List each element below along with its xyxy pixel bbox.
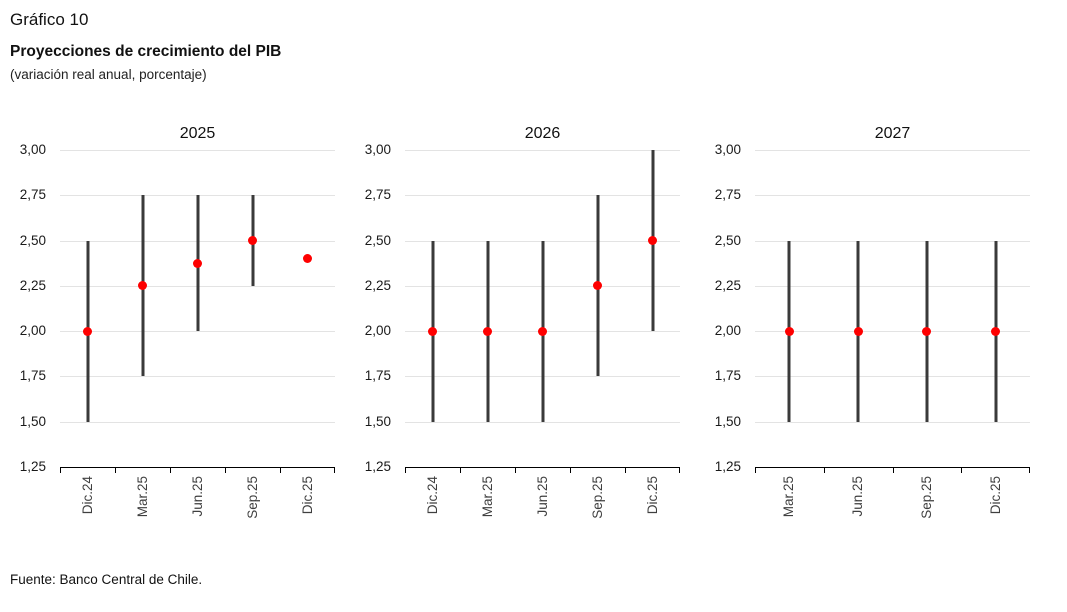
y-tick-label: 1,75: [19, 368, 46, 384]
projection-point-dot: [853, 326, 863, 336]
plot-area: Dic.24 Mar.25 Jun.25 Sep.25 Dic.25: [405, 150, 680, 519]
y-tick-label: 1,50: [714, 413, 741, 429]
y-tick-label: 2,25: [364, 277, 391, 293]
projection-point-dot: [991, 326, 1001, 336]
projection-point-dot: [784, 326, 794, 336]
y-tick-label: 2,75: [364, 187, 391, 203]
figure-number-label: Gráfico 10: [10, 10, 89, 29]
x-tick-label: Dic.25: [987, 476, 1003, 515]
y-tick-label: 2,00: [714, 323, 741, 339]
x-tick-label: Mar.25: [781, 476, 797, 518]
chart-header: Gráfico 10 Proyecciones de crecimiento d…: [10, 10, 281, 82]
axis-tick: [570, 467, 571, 473]
x-tick-label: Jun.25: [189, 476, 205, 517]
x-tick-label: Sep.25: [918, 476, 934, 519]
gridline: [60, 376, 335, 378]
y-tick-label: 3,00: [19, 142, 46, 157]
x-tick-label: Mar.25: [479, 476, 495, 518]
axis-tick: [625, 467, 626, 473]
axis-tick: [755, 467, 756, 473]
y-tick-label: 2,75: [19, 187, 46, 203]
axis-tick: [892, 467, 894, 473]
axis-tick: [115, 467, 116, 473]
axis-tick: [280, 467, 281, 473]
x-tick-label: Dic.24: [79, 476, 95, 515]
projection-point-dot: [593, 281, 602, 291]
y-tick-label: 2,25: [714, 277, 741, 293]
axis-tick: [60, 467, 61, 473]
axis-tick: [679, 467, 680, 473]
projection-point-dot: [538, 326, 547, 336]
y-tick-label: 1,25: [364, 459, 391, 474]
projection-point-dot: [428, 326, 437, 336]
y-tick-label: 3,00: [364, 142, 391, 157]
x-tick-label: Dic.25: [644, 476, 660, 515]
panel-title: 2025: [179, 125, 216, 142]
y-tick-label: 2,50: [19, 232, 46, 248]
y-tick-label: 2,75: [714, 187, 741, 203]
projection-point-dot: [138, 281, 147, 291]
y-tick-label: 1,25: [714, 459, 741, 474]
gridline: [755, 376, 1030, 378]
gridline: [755, 331, 1030, 333]
gridline: [755, 285, 1030, 287]
axis-tick: [170, 467, 171, 473]
projection-point-dot: [248, 236, 257, 246]
axis-tick: [405, 467, 406, 473]
axis-tick: [515, 467, 516, 473]
gridline: [405, 150, 680, 151]
gridline: [405, 195, 680, 197]
chart-subtitle: (variación real anual, porcentaje): [10, 67, 207, 82]
plot-area: Mar.25 Jun.25 Sep.25 Dic.25: [755, 150, 1030, 519]
y-tick-label: 2,50: [714, 232, 741, 248]
panel-title: 2027: [874, 125, 911, 142]
projection-point-dot: [303, 254, 312, 264]
axis-tick: [225, 467, 226, 473]
chart-panel-2025: 2025 3,00 2,75 2,50 2,25 2,00 1,75 1,50 1,25 Dic.…: [10, 125, 335, 555]
y-tick-label: 1,75: [364, 368, 391, 384]
y-tick-label: 2,25: [19, 277, 46, 293]
gridline: [755, 150, 1030, 151]
gridline: [755, 240, 1030, 242]
axis-tick: [823, 467, 825, 473]
y-tick-label: 1,50: [19, 413, 46, 429]
axis-tick: [334, 467, 335, 473]
y-tick-label: 3,00: [714, 142, 741, 157]
axis-tick: [460, 467, 461, 473]
y-tick-label: 1,50: [364, 413, 391, 429]
gridline: [405, 421, 680, 423]
x-tick-label: Dic.24: [424, 476, 440, 515]
x-tick-label: Mar.25: [134, 476, 150, 518]
gridline: [755, 421, 1030, 423]
chart-panel-2026: 2026 3,00 2,75 2,50 2,25 2,00 1,75 1,50 1,25 Dic.…: [345, 125, 680, 555]
gridline: [60, 421, 335, 423]
projection-point-dot: [922, 326, 932, 336]
axis-tick: [1029, 467, 1030, 473]
projection-point-dot: [193, 258, 202, 268]
charts-row: 2025 3,00 2,75 2,50 2,25 2,00 1,75 1,50 1,25 Dic.…: [0, 125, 1067, 555]
projection-point-dot: [648, 236, 657, 246]
gridline: [60, 150, 335, 151]
gridline: [60, 331, 335, 333]
y-tick-label: 2,00: [19, 323, 46, 339]
x-tick-label: Sep.25: [244, 476, 260, 519]
y-tick-label: 1,75: [714, 368, 741, 384]
x-tick-label: Sep.25: [589, 476, 605, 519]
x-tick-label: Jun.25: [534, 476, 550, 517]
source-note: Fuente: Banco Central de Chile.: [10, 572, 203, 587]
y-tick-label: 2,00: [364, 323, 391, 339]
chart-panel-2027: 2027 3,00 2,75 2,50 2,25 2,00 1,75 1,50 1,25 Mar.…: [690, 125, 1030, 555]
y-tick-label: 2,50: [364, 232, 391, 248]
gridline: [755, 195, 1030, 197]
axis-tick: [961, 467, 963, 473]
y-tick-label: 1,25: [19, 459, 46, 474]
projection-point-dot: [483, 326, 492, 336]
plot-area: Dic.24 Mar.25 Jun.25 Sep.25 Dic.25: [60, 150, 335, 519]
x-tick-label: Jun.25: [850, 476, 866, 517]
chart-title: Proyecciones de crecimiento del PIB: [10, 43, 282, 60]
x-tick-label: Dic.25: [299, 476, 315, 515]
projection-point-dot: [83, 326, 92, 336]
panel-title: 2026: [524, 125, 561, 142]
